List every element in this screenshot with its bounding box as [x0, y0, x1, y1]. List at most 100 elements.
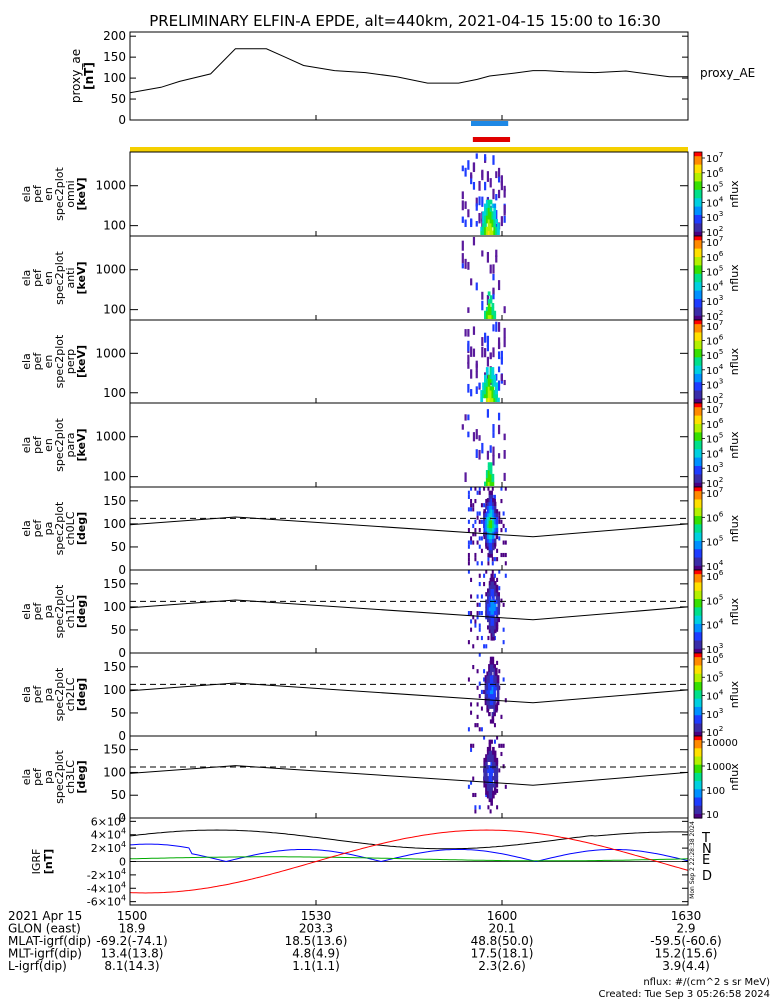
y-tick-label: 100 [103, 219, 126, 233]
spectrogram-pixel [472, 236, 476, 246]
spectrogram-pixel [492, 324, 495, 332]
colorbar-band [694, 445, 702, 447]
spectrogram-pixel [485, 792, 488, 798]
colorbar-band [694, 774, 702, 777]
spectrogram-pixel [493, 390, 497, 395]
spectrogram-pixel [493, 538, 497, 543]
colorbar-band [694, 350, 702, 353]
spectrogram-pixel [489, 299, 493, 304]
spectrogram-pixel [486, 592, 490, 597]
colorbar-band [694, 454, 702, 457]
spectrogram-pixel [482, 230, 485, 235]
spectrogram-pixel [497, 176, 501, 183]
colorbar-band [694, 507, 702, 510]
colorbar-band [694, 324, 702, 327]
spectrogram-pixel [478, 805, 481, 810]
spectrogram-pixel [485, 516, 488, 521]
energy-spectrogram-panel-3: 1001000elapefenspec2plotperp[keV]1071061… [20, 318, 741, 406]
spectrogram-pixel [480, 390, 484, 395]
spectrogram-pixel [495, 783, 499, 788]
colorbar-band [694, 237, 702, 240]
spectrogram-pixel [472, 776, 475, 781]
spectrogram-pixel [470, 611, 473, 616]
colorbar-band [694, 805, 702, 808]
colorbar-label: nflux [728, 264, 741, 292]
spectrogram-pixel [488, 534, 492, 540]
spectrogram-pixel [461, 253, 464, 264]
colorbar-band [694, 794, 702, 797]
colorbar-band [694, 257, 702, 259]
colorbar-band [694, 287, 702, 290]
spectrogram-pixel [474, 619, 477, 624]
spectrogram-pixel [488, 754, 492, 759]
spectrogram-pixel [492, 264, 495, 274]
spectrogram-pixel [485, 199, 489, 205]
spectrogram-pixel [484, 314, 487, 319]
colorbar-band [694, 471, 702, 474]
spectrogram-pixel [490, 776, 493, 781]
spectrogram-pixel [467, 414, 470, 421]
spectrogram-pixel [486, 768, 490, 773]
colorbar-band [694, 349, 702, 352]
colorbar-band [694, 592, 702, 595]
colorbar-label: nflux [728, 680, 741, 708]
spectrogram-pixel [484, 310, 487, 316]
spectrogram-pixel [502, 627, 505, 632]
spectrogram-pixel [491, 393, 495, 399]
spectrogram-pixel [492, 614, 495, 619]
spectrogram-pixel [472, 644, 475, 649]
colorbar-band [694, 665, 702, 668]
spectrogram-pixel [488, 614, 492, 619]
spectrogram-pixel [478, 611, 481, 616]
spectrogram-pixel [484, 332, 487, 343]
spectrogram-pixel [495, 194, 498, 201]
spectrogram-pixel [493, 393, 497, 399]
colorbar-band [694, 339, 702, 342]
colorbar-band [694, 283, 702, 286]
x-annotation-value: 13.4(13.8) [101, 947, 164, 961]
spectrogram-pixel [488, 538, 492, 543]
spectrogram-pixel [497, 453, 501, 459]
colorbar-band [694, 571, 702, 574]
colorbar-band [694, 268, 702, 271]
spectrogram-pixel [476, 594, 479, 599]
colorbar-band [694, 563, 702, 566]
colorbar-band [694, 768, 702, 771]
spectrogram-pixel [486, 610, 490, 615]
colorbar-band [694, 709, 702, 712]
colorbar-band [694, 778, 702, 781]
colorbar-band [694, 808, 702, 811]
colorbar-band [694, 297, 702, 300]
spectrogram-pixel [491, 693, 495, 698]
spectrogram-pixel [476, 611, 479, 616]
colorbar-band [694, 772, 702, 775]
spectrogram-pixel [492, 577, 495, 582]
spectrogram-pixel [491, 686, 495, 691]
colorbar-band [694, 271, 702, 273]
colorbar-band [694, 716, 702, 719]
colorbar-band [694, 421, 702, 424]
spectrogram-pixel [489, 675, 493, 680]
spectrogram-pixel [500, 486, 503, 491]
spectrogram-pixel [495, 534, 499, 540]
colorbar-band [694, 527, 702, 530]
spectrogram-pixel [486, 675, 489, 680]
spectrogram-pixel [491, 656, 495, 661]
spectrogram-pixel [484, 678, 488, 684]
spectrogram-pixel [492, 273, 495, 281]
spectrogram-pixel [490, 790, 493, 795]
colorbar-band [694, 677, 702, 680]
spectrogram-pixel [482, 226, 485, 232]
spectrogram-pixel [470, 536, 473, 541]
spectrogram-pixel [491, 660, 495, 665]
y-tick-label: 100 [103, 683, 126, 697]
spectrogram-pixel [503, 185, 506, 192]
colorbar-band [694, 659, 702, 662]
spectrogram-pixel [498, 519, 501, 524]
colorbar-band [694, 449, 702, 452]
colorbar-band [694, 786, 702, 789]
spectrogram-pixel [483, 509, 486, 514]
spectrogram-pixel [485, 757, 488, 763]
spectrogram-pixel [470, 389, 473, 397]
